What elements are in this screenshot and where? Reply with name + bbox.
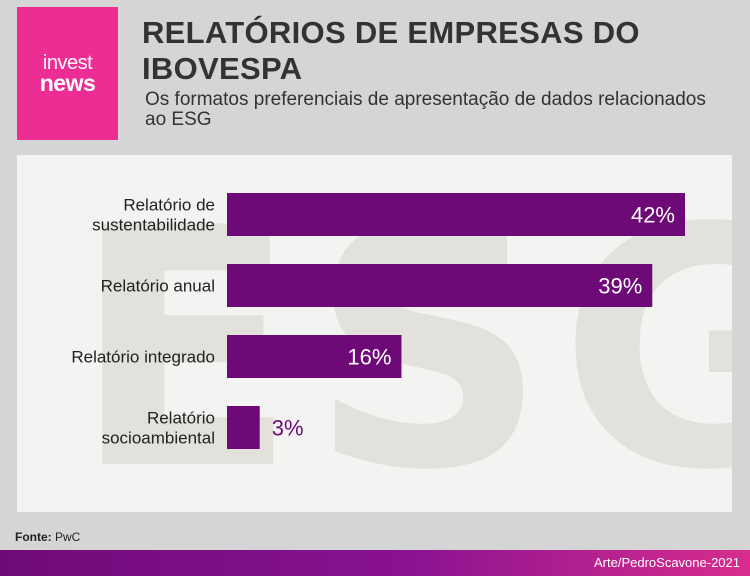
bar-chart: 42% Relatório de sustentabilidade 39% Relató… <box>71 193 685 449</box>
category-label-0: Relatório de sustentabilidade <box>92 196 215 235</box>
page-subtitle: Os formatos preferenciais de apresentaçã… <box>145 89 706 130</box>
bar-2 <box>227 335 402 378</box>
bar-value-label-1: 39% <box>598 274 642 299</box>
bar-0 <box>227 193 685 236</box>
bar-3 <box>227 406 260 449</box>
category-label-line: Relatório de <box>123 196 215 215</box>
bar-value-label-3: 3% <box>272 416 304 441</box>
footer-bar: Arte/PedroScavone-2021 <box>0 550 750 576</box>
category-label-3: Relatório socioambiental <box>102 409 215 448</box>
page-title: RELATÓRIOS DE EMPRESAS DO IBOVESPA <box>142 15 640 86</box>
chart-panel: ESG 42% Relatório de sustentabilidade 39% Re… <box>17 155 732 512</box>
bar-value-label-2: 16% <box>347 345 391 370</box>
category-label-line: Relatório <box>147 409 215 428</box>
art-credit: Arte/PedroScavone-2021 <box>594 555 740 570</box>
source-note: Fonte: PwC <box>15 530 80 544</box>
source-label: Fonte: <box>15 530 52 544</box>
investnews-logo: invest news <box>17 7 118 140</box>
logo-line-2: news <box>39 69 96 96</box>
category-label-line: Relatório anual <box>101 277 215 296</box>
category-label-2: Relatório integrado <box>71 348 215 367</box>
bar-value-label-0: 42% <box>631 203 675 228</box>
logo-line-1: invest <box>42 51 93 74</box>
category-label-line: Relatório integrado <box>71 348 215 367</box>
category-label-line: sustentabilidade <box>92 216 215 235</box>
bar-1 <box>227 264 653 307</box>
category-label-line: socioambiental <box>102 429 215 448</box>
source-value: PwC <box>55 530 81 544</box>
category-label-1: Relatório anual <box>101 277 215 296</box>
